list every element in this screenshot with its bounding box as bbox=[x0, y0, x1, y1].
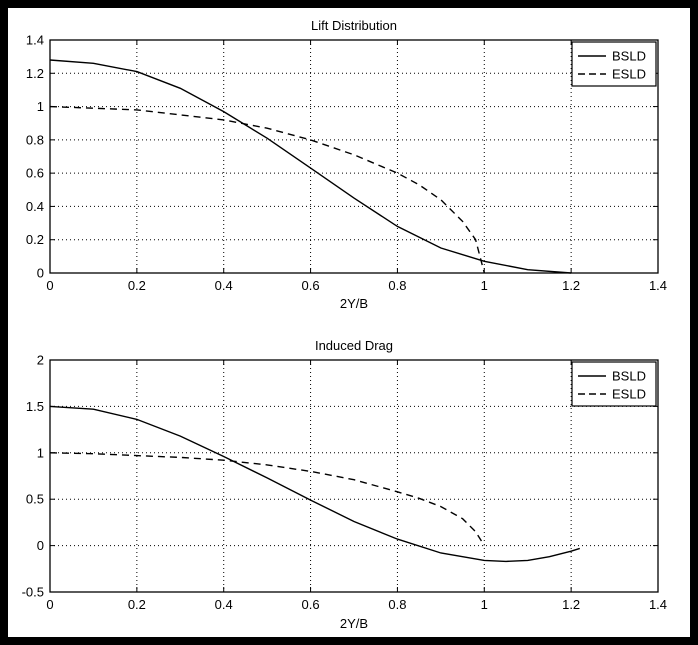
lift-xtick-label: 0.4 bbox=[215, 278, 233, 293]
lift-ytick-label: 1.4 bbox=[26, 33, 44, 48]
lift-ytick-label: 1.2 bbox=[26, 66, 44, 81]
lift-legend-box bbox=[571, 41, 657, 87]
lift-legend-label-bsld: BSLD bbox=[612, 49, 646, 64]
drag-ytick-label: -0.5 bbox=[22, 585, 44, 600]
lift-xtick-label: 0 bbox=[46, 278, 53, 293]
drag-xtick-label: 0.8 bbox=[388, 597, 406, 612]
drag-series-bsld-line bbox=[49, 405, 581, 563]
lift-xtick-label: 0.2 bbox=[128, 278, 146, 293]
figure-paper: 0 0.2 0.4 0.6 0.8 1 1.2 1.4 0 0.2 0.4 0.6 0.8 1 1.2 1.4… bbox=[8, 8, 690, 637]
lift-ytick-label: 0 bbox=[37, 266, 44, 281]
lift-ytick-label: 0.2 bbox=[26, 232, 44, 247]
drag-xtick-label: 1.4 bbox=[649, 597, 667, 612]
lift-x-axis-label: 2Y/B bbox=[340, 296, 368, 311]
drag-ytick-label: 1.5 bbox=[26, 399, 44, 414]
drag-xtick-label: 0.4 bbox=[215, 597, 233, 612]
lift-ytick-label: 0.4 bbox=[26, 199, 44, 214]
drag-chart-title: Induced Drag bbox=[315, 338, 393, 353]
drag-legend-label-esld: ESLD bbox=[612, 387, 646, 402]
lift-ytick-label: 0.6 bbox=[26, 166, 44, 181]
figure-canvas: 0 0.2 0.4 0.6 0.8 1 1.2 1.4 0 0.2 0.4 0.6 0.8 1 1.2 1.4… bbox=[22, 18, 667, 631]
lift-xtick-label: 1 bbox=[481, 278, 488, 293]
lift-ytick-label: 1 bbox=[37, 99, 44, 114]
drag-chart: 0 0.2 0.4 0.6 0.8 1 1.2 1.4-0.500.511.52Induced… bbox=[22, 338, 667, 631]
lift-ytick-label: 0.8 bbox=[26, 132, 44, 147]
drag-xtick-label: 0.6 bbox=[302, 597, 320, 612]
drag-x-axis-label: 2Y/B bbox=[340, 616, 368, 631]
drag-ytick-label: 0 bbox=[37, 538, 44, 553]
drag-series-esld-line bbox=[49, 452, 485, 546]
lift-xtick-label: 0.8 bbox=[388, 278, 406, 293]
drag-axes-box bbox=[49, 359, 659, 593]
lift-axes-box bbox=[49, 39, 659, 274]
drag-xtick-label: 0.2 bbox=[128, 597, 146, 612]
drag-legend-label-bsld: BSLD bbox=[612, 369, 646, 384]
drag-legend: BSLD ESLD bbox=[571, 361, 657, 407]
lift-legend-label-esld: ESLD bbox=[612, 67, 646, 82]
lift-legend: BSLD ESLD bbox=[571, 41, 657, 87]
lift-xtick-label: 1.4 bbox=[649, 278, 667, 293]
lift-xtick-label: 0.6 bbox=[302, 278, 320, 293]
drag-xtick-label: 1.2 bbox=[562, 597, 580, 612]
lift-xtick-label: 1.2 bbox=[562, 278, 580, 293]
drag-legend-box bbox=[571, 361, 657, 407]
lift-chart: 0 0.2 0.4 0.6 0.8 1 1.2 1.4 0 0.2 0.4 0.6 0.8 1 1.2 1.4… bbox=[26, 18, 667, 311]
drag-xtick-label: 0 bbox=[46, 597, 53, 612]
lift-series-bsld-line bbox=[49, 59, 572, 274]
drag-ytick-label: 0.5 bbox=[26, 492, 44, 507]
drag-xtick-label: 1 bbox=[481, 597, 488, 612]
lift-series-esld-line bbox=[49, 105, 485, 274]
drag-ytick-label: 2 bbox=[37, 353, 44, 368]
drag-ytick-label: 1 bbox=[37, 445, 44, 460]
lift-chart-title: Lift Distribution bbox=[311, 18, 397, 33]
